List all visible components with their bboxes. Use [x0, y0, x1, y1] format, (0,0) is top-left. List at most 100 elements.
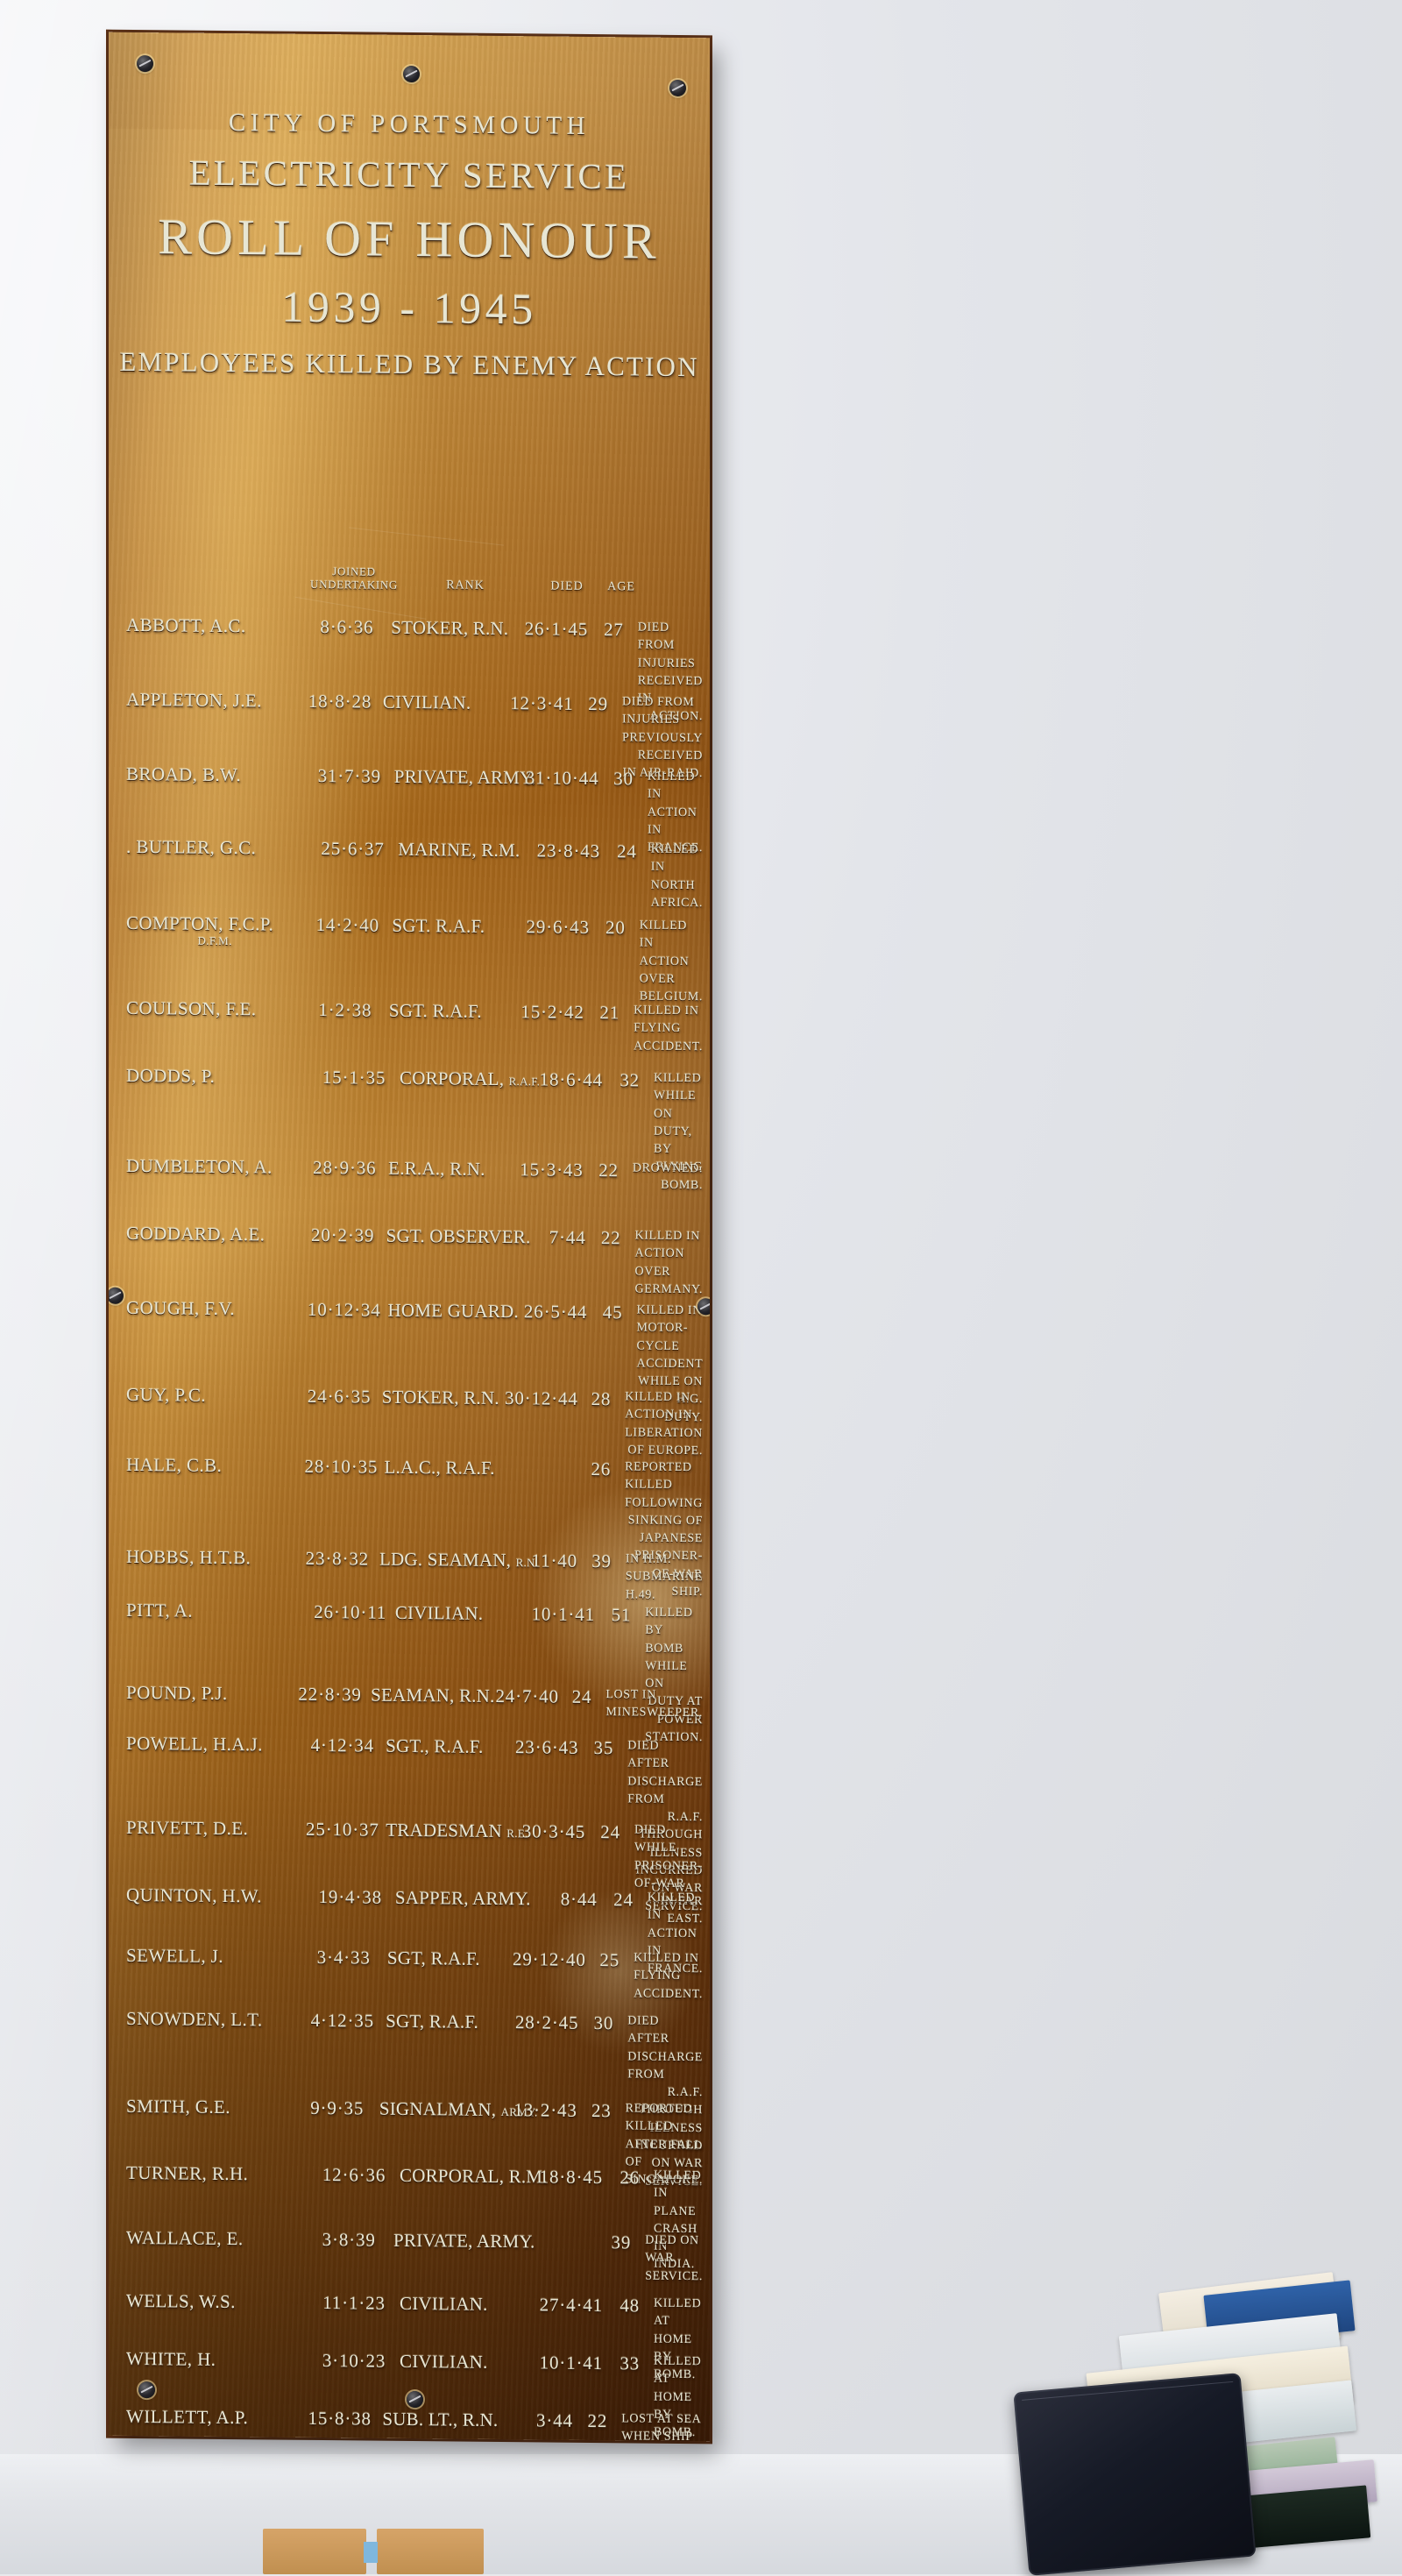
entry-joined: 26·10·11 — [314, 1600, 387, 1623]
column-header-age: AGE — [607, 580, 635, 594]
entry-died: 10·1·41 — [531, 1603, 595, 1626]
entry-joined: 3·10·23 — [322, 2350, 386, 2372]
entry-rank: CIVILIAN. — [400, 2350, 488, 2373]
entry-age: 45 — [602, 1302, 623, 1323]
entry-note-line: LOST IN MINESWEEPER. — [605, 1688, 703, 1721]
entry-died: 24·7·40 — [495, 1685, 559, 1707]
entry-note-line: LOST AT SEA WHEN SHIP — [621, 2412, 701, 2442]
entry-died: 23·8·43 — [536, 840, 600, 862]
entry-rank: LDG. SEAMAN, R.N. — [379, 1548, 539, 1572]
entry-name: POWELL, H.A.J. — [126, 1732, 263, 1756]
entry-note: LOST AT SEA WHEN SHIPTORPEDOED. — [611, 2410, 710, 2441]
entry-age: 26 — [620, 2167, 640, 2189]
entry-rank: CIVILIAN. — [400, 2292, 488, 2315]
entry-died: 26·1·45 — [524, 618, 589, 640]
entry-age: 27 — [604, 619, 624, 641]
entry-note-line: KILLED BY BOMB WHILE ON — [645, 1606, 693, 1691]
entry-age: 32 — [620, 1069, 640, 1091]
table-row: COULSON, F.E. 1·2·38 SGT. R.A.F. 15·2·42 21 K… — [109, 997, 710, 1056]
entry-joined: 15·1·35 — [322, 1067, 386, 1089]
table-row: GUY, P.C. 24·6·35 STOKER, R.N. 30·12·44 28 KI… — [109, 1384, 710, 1461]
entry-joined: 28·9·36 — [313, 1156, 377, 1179]
entry-age: 23 — [591, 2099, 612, 2122]
entry-note: KILLED BY BOMB WHILE ON DUTY AT POWER STA… — [634, 1604, 710, 1747]
entry-rank: SGT. R.A.F. — [392, 914, 485, 937]
entry-joined: 19·4·38 — [318, 1886, 382, 1908]
fixing-screw-mid-right — [697, 1298, 710, 1316]
entry-age: 22 — [600, 1227, 621, 1249]
column-header-died: DIED — [550, 579, 584, 593]
entry-note-line: DIED AFTER DISCHARGE FROM — [627, 1739, 703, 1806]
cardboard-box-right — [377, 2529, 484, 2574]
entry-note-line: KILLED IN ACTION OVER GERMANY. — [634, 1229, 704, 1297]
entry-note-line: DIED ON WAR SERVICE. — [645, 2233, 703, 2283]
entry-name: GUY, P.C. — [126, 1383, 206, 1406]
entry-rank: CORPORAL, R.M. — [400, 2164, 548, 2188]
entry-note: KILLED IN NORTH AFRICA. — [641, 841, 710, 913]
table-row: WALLACE, E. 3·8·39 PRIVATE, ARMY. 39 DIED ON… — [109, 2227, 710, 2286]
entry-joined: 28·10·35 — [304, 1455, 379, 1478]
entry-rank: CORPORAL, R.A.F. — [400, 1067, 541, 1090]
entry-age: 28 — [591, 1387, 612, 1410]
entry-died: 30·3·45 — [521, 1820, 586, 1842]
entry-note: LOST IN MINESWEEPER. — [595, 1686, 710, 1723]
entry-note: DROWNED. — [622, 1160, 710, 1178]
entry-name: HALE, C.B. — [126, 1453, 223, 1476]
entry-note-line: DIED WHILE PRISONER-OF-WAR — [634, 1823, 703, 1891]
entry-name: COULSON, F.E. — [126, 997, 257, 1020]
entry-note-line: KILLED IN FLYING ACCIDENT. — [634, 1951, 703, 2001]
entry-joined: 14·2·40 — [315, 913, 379, 936]
entry-note-line: KILLED IN NORTH AFRICA. — [650, 842, 704, 911]
entry-joined: 20·2·39 — [311, 1224, 375, 1246]
memorial-plaque: CITY OF PORTSMOUTH ELECTRICITY SERVICE R… — [109, 32, 710, 2442]
entry-name: QUINTON, H.W. — [126, 1884, 262, 1907]
entry-note: KILLED IN ACTION IN LIBERATION OF EUROPE. — [614, 1388, 710, 1460]
entry-rank: SIGNALMAN, ARMY. — [379, 2097, 538, 2121]
fixing-screw-top-left — [137, 55, 153, 73]
entry-note: KILLED IN ACTION OVER GERMANY. — [625, 1227, 711, 1299]
entry-name: GOUGH, F.V. — [126, 1296, 235, 1320]
entry-name: COMPTON, F.C.P. D.F.M. — [109, 912, 303, 949]
entry-name: WELLS, W.S. — [126, 2289, 236, 2313]
entry-age: 30 — [613, 768, 634, 790]
entry-name: ABBOTT, A.C. — [126, 614, 246, 637]
entry-note: KILLED IN FLYING ACCIDENT. — [623, 1949, 710, 2004]
entry-age: 48 — [620, 2295, 640, 2317]
entry-rank: L.A.C., R.A.F. — [384, 1456, 495, 1479]
cardboard-box-left — [263, 2529, 366, 2574]
entry-died — [525, 2231, 595, 2232]
entry-rank: SAPPER, ARMY. — [394, 1886, 531, 1910]
entry-rank: PRIVATE, ARMY. — [393, 765, 536, 789]
table-row: WILLETT, A.P. 15·8·38 SUB. LT., R.N. 3·44 22… — [109, 2406, 710, 2441]
entry-died: 10·1·41 — [539, 2352, 603, 2374]
entry-rank: E.R.A., R.N. — [388, 1157, 485, 1180]
entry-joined: 31·7·39 — [317, 764, 381, 787]
entry-note-line: OF EUROPE. — [627, 1444, 703, 1458]
entry-name: . BUTLER, G.C. — [126, 835, 257, 859]
entry-joined: 9·9·35 — [310, 2097, 365, 2119]
entry-rank: CIVILIAN. — [382, 691, 471, 713]
entry-note-line: KILLED WHILE ON DUTY, BY — [654, 1071, 702, 1157]
entry-age: 20 — [605, 917, 626, 939]
entry-note: IN H.M. SUBMARINE H.49. — [615, 1551, 710, 1605]
entry-died: 15·3·43 — [520, 1159, 584, 1181]
entry-age: 25 — [599, 1949, 620, 1971]
entry-joined: 22·8·39 — [298, 1683, 362, 1706]
entry-note-line: DROWNED. — [632, 1161, 703, 1176]
table-row: PITT, A. 26·10·11 CIVILIAN. 10·1·41 51 KILLED… — [109, 1600, 710, 1748]
entry-age: 24 — [600, 1821, 620, 1843]
entry-age: 29 — [588, 692, 608, 715]
title-subtitle: EMPLOYEES KILLED BY ENEMY ACTION — [119, 345, 699, 383]
entry-died: 27·4·41 — [539, 2294, 603, 2317]
entry-age: 26 — [591, 1458, 612, 1480]
entry-died: 18·6·44 — [539, 1068, 603, 1091]
entry-died: 11·40 — [531, 1550, 577, 1572]
entry-note: KILLED IN FLYING ACCIDENT. — [623, 1002, 710, 1056]
entry-name: DODDS, P. — [126, 1064, 216, 1087]
entry-name: HOBBS, H.T.B. — [126, 1545, 251, 1569]
entry-note-line: DIED AFTER DISCHARGE FROM — [627, 2014, 703, 2082]
entry-rank: CIVILIAN. — [394, 1601, 484, 1624]
entry-joined: 4·12·35 — [310, 2009, 374, 2032]
entry-joined: 23·8·32 — [305, 1547, 370, 1570]
entry-name: PITT, A. — [126, 1599, 193, 1622]
